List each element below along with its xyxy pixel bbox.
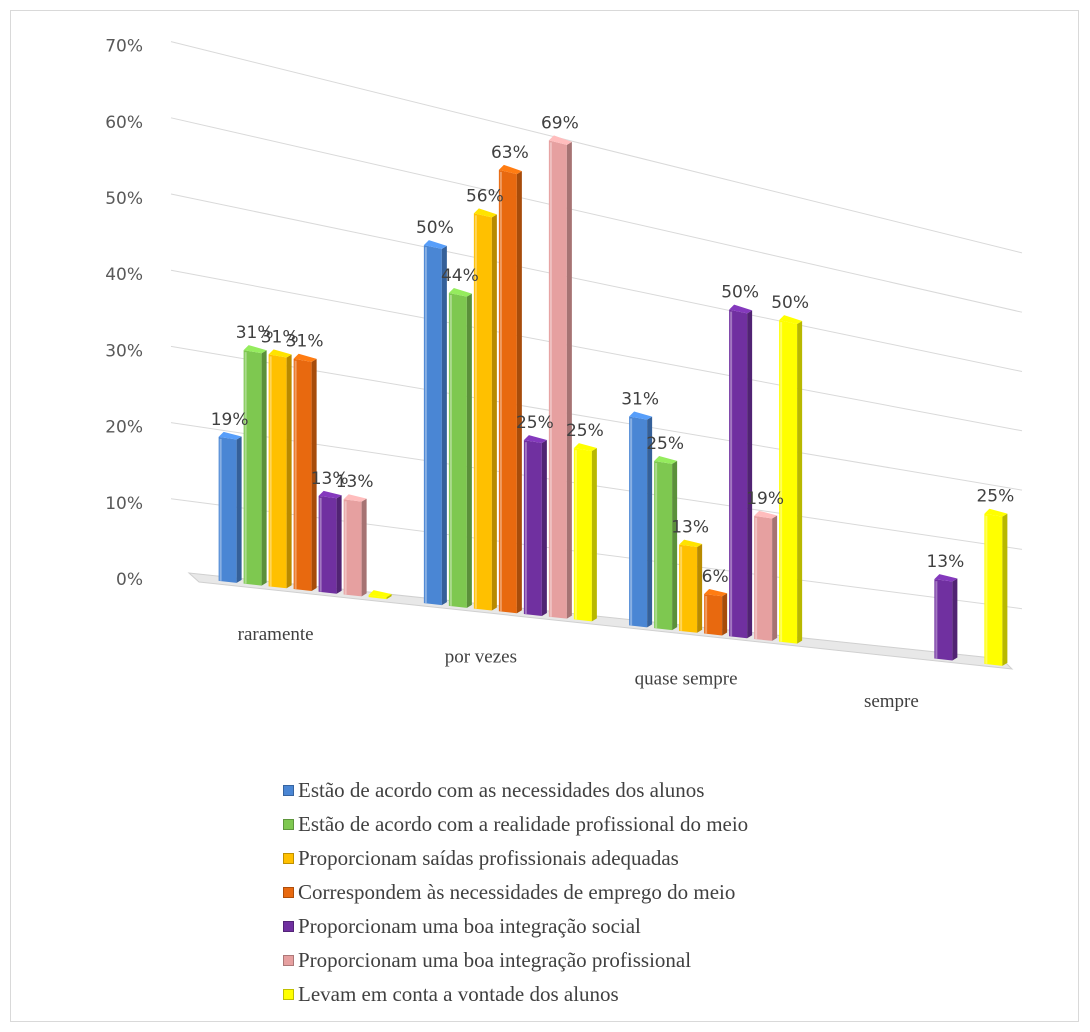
data-label: 44% [441,266,479,286]
legend-item: Proporcionam uma boa integração profissi… [283,943,748,977]
bar [984,508,1008,666]
y-tick-label: 50% [105,189,143,209]
data-label: 50% [771,293,809,313]
y-axis-labels: 0% 10% 20% 30% 40% 50% 60% 70% [105,37,143,590]
y-tick-label: 20% [105,418,143,438]
data-label: 25% [516,413,554,433]
data-label: 31% [261,327,299,347]
data-label: 13% [926,552,964,572]
legend-swatch-icon [283,886,294,898]
data-label: 19% [746,489,784,509]
bar [779,315,803,644]
bar [343,494,367,597]
legend-label: Proporcionam uma boa integração profissi… [298,947,692,972]
data-label: 31% [621,390,659,410]
data-label: 56% [466,186,504,206]
legend-item: Proporcionam saídas profissionais adequa… [283,841,748,875]
bar [318,490,342,594]
bar [368,590,392,600]
data-label: 25% [566,421,604,441]
bar [473,208,497,611]
gridline [170,269,1023,432]
category-label: raramente [238,624,314,645]
legend-label: Estão de acordo com a realidade profissi… [298,811,749,836]
legend-item: Levam em conta a vontade dos alunos [283,977,748,1011]
bar [548,135,572,619]
data-label: 25% [646,434,684,454]
bar [448,288,472,608]
legend-item: Estão de acordo com a realidade profissi… [283,807,748,841]
bar [498,164,522,614]
category-label: quase sempre [635,669,738,690]
category-labels: raramente por vezes quase sempre sempre [238,624,919,712]
legend-label: Estão de acordo com as necessidades dos … [298,777,705,802]
bar [654,455,678,631]
data-label: 13% [336,472,374,492]
gridline [170,41,1023,254]
legend-swatch-icon [283,988,294,1000]
bar [704,589,728,636]
legend-label: Correspondem às necessidades de emprego … [298,879,736,904]
chart-svg: 0%10%20%30%40%50%60%70% 19%31%31%31%13%1… [105,37,1023,712]
y-tick-label: 10% [105,494,143,514]
data-label: 31% [236,323,274,343]
legend-item: Proporcionam uma boa integração social [283,909,748,943]
bars [218,135,1008,666]
bar [423,240,447,606]
data-label: 25% [976,487,1014,507]
data-label: 50% [721,283,759,303]
chart-frame: 0% 10% 20% 30% 40% 50% 60% 70% 19% 31% 31% 31% 13% 1… [10,10,1079,1022]
data-label: 63% [491,143,529,163]
data-labels: 19%31%31%31%13%13%50%44%56%63%25%69%25%3… [211,113,1015,587]
data-label: 19% [211,410,249,430]
legend-swatch-icon [283,818,294,830]
legend-item: Estão de acordo com as necessidades dos … [283,773,748,807]
legend-label: Proporcionam saídas profissionais adequa… [298,845,679,870]
y-tick-label: 70% [105,37,143,57]
legend: Estão de acordo com as necessidades dos … [283,773,748,1011]
bar [293,353,317,591]
bar [268,349,292,589]
legend-swatch-icon [283,954,294,966]
bar [573,443,597,622]
legend-swatch-icon [283,784,294,796]
data-label: 13% [311,469,349,489]
bar [934,574,958,661]
bar [679,539,703,633]
legend-swatch-icon [283,920,294,932]
legend-item: Correspondem às necessidades de emprego … [283,875,748,909]
y-tick-label: 30% [105,341,143,361]
gridline [170,117,1023,313]
legend-swatch-icon [283,852,294,864]
data-label: 6% [702,567,729,587]
category-label: por vezes [445,646,517,667]
category-label: sempre [864,691,919,712]
gridline [170,193,1023,372]
data-label: 31% [286,332,324,352]
bar [629,411,653,628]
y-tick-label: 60% [105,113,143,133]
data-label: 50% [416,218,454,238]
y-tick-label: 0% [116,570,143,590]
bar [243,345,267,586]
y-tick-label: 40% [105,265,143,285]
bar [729,304,753,639]
legend-label: Proporcionam uma boa integração social [298,913,641,938]
bar [523,435,547,616]
data-label: 13% [671,518,709,538]
bar [218,431,242,583]
data-label: 69% [541,113,579,133]
bar [754,510,778,641]
legend-label: Levam em conta a vontade dos alunos [298,981,619,1006]
